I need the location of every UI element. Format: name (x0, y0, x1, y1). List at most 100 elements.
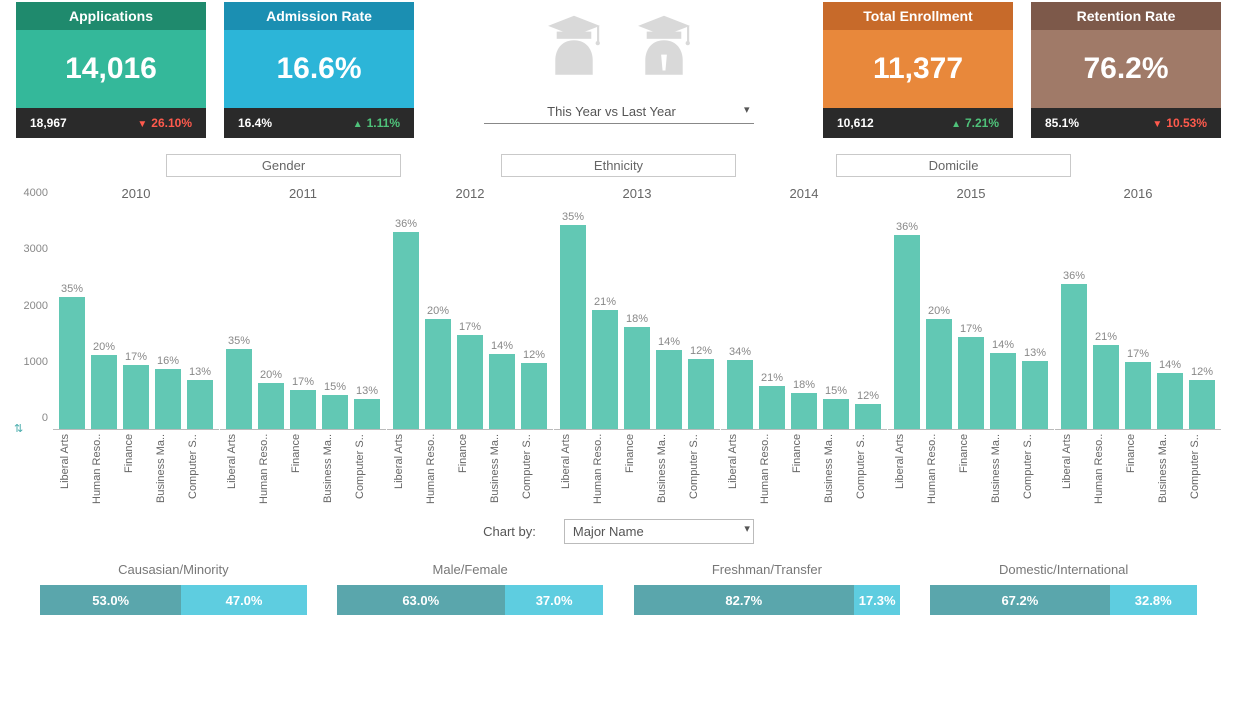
bars-wrap: 34%21%18%15%12% (721, 205, 887, 430)
bar-rect[interactable] (656, 350, 682, 429)
bar-column: 21% (592, 205, 618, 429)
bar-rect[interactable] (958, 337, 984, 429)
split-left[interactable]: 67.2% (930, 585, 1109, 615)
x-label: Computer S.. (521, 434, 547, 510)
bar-rect[interactable] (1022, 361, 1048, 429)
bar-rect[interactable] (322, 395, 348, 429)
kpi-delta: ▼10.53% (1152, 116, 1207, 130)
bar-rect[interactable] (187, 380, 213, 429)
bar-column: 20% (926, 205, 952, 429)
bar-rect[interactable] (1157, 373, 1183, 429)
split-card: Freshman/Transfer82.7%17.3% (634, 562, 901, 615)
bar-rect[interactable] (457, 335, 483, 429)
bar-rect[interactable] (990, 353, 1016, 429)
bar-rect[interactable] (688, 359, 714, 429)
bar-rect[interactable] (425, 319, 451, 429)
bar-rect[interactable] (560, 225, 586, 429)
kpi-prev-value: 16.4% (238, 116, 272, 130)
tab-domicile[interactable]: Domicile (836, 154, 1071, 177)
kpi-footer: 18,967▼26.10% (16, 108, 206, 138)
bar-rect[interactable] (823, 399, 849, 429)
bar-column: 17% (457, 205, 483, 429)
bar-rect[interactable] (91, 355, 117, 429)
tab-gender[interactable]: Gender (166, 154, 401, 177)
graduate-icons (538, 10, 700, 82)
year-comparison-select[interactable]: This Year vs Last Year (484, 100, 754, 124)
x-labels: Liberal ArtsHuman Reso..FinanceBusiness … (554, 430, 720, 510)
bar-rect[interactable] (489, 354, 515, 429)
bar-rect[interactable] (290, 390, 316, 429)
bar-pct-label: 21% (1095, 331, 1117, 343)
bar-rect[interactable] (1061, 284, 1087, 429)
bar-rect[interactable] (155, 369, 181, 429)
bar-rect[interactable] (59, 297, 85, 429)
bar-rect[interactable] (759, 386, 785, 429)
bar-column: 35% (59, 205, 85, 429)
x-labels: Liberal ArtsHuman Reso..FinanceBusiness … (721, 430, 887, 510)
split-left[interactable]: 53.0% (40, 585, 181, 615)
bar-rect[interactable] (226, 349, 252, 429)
graduate-male-icon (628, 10, 700, 82)
chart-panel: 201335%21%18%14%12%Liberal ArtsHuman Res… (553, 183, 720, 513)
bar-column: 13% (187, 205, 213, 429)
x-label: Liberal Arts (560, 434, 586, 510)
bar-rect[interactable] (258, 383, 284, 429)
bar-rect[interactable] (1093, 345, 1119, 429)
x-label: Computer S.. (1189, 434, 1215, 510)
kpi-row: Applications14,01618,967▼26.10% Admissio… (0, 0, 1237, 138)
x-labels: Liberal ArtsHuman Reso..FinanceBusiness … (387, 430, 553, 510)
kpi-value: 14,016 (16, 30, 206, 108)
x-labels: Liberal ArtsHuman Reso..FinanceBusiness … (888, 430, 1054, 510)
split-left[interactable]: 63.0% (337, 585, 505, 615)
bar-rect[interactable] (791, 393, 817, 429)
bar-pct-label: 20% (93, 341, 115, 353)
bar-pct-label: 12% (690, 345, 712, 357)
bar-rect[interactable] (926, 319, 952, 429)
kpi-card: Applications14,01618,967▼26.10% (16, 2, 206, 138)
split-right[interactable]: 17.3% (854, 585, 900, 615)
x-label: Computer S.. (187, 434, 213, 510)
bars-wrap: 36%21%17%14%12% (1055, 205, 1221, 430)
chart-panel: 201536%20%17%14%13%Liberal ArtsHuman Res… (887, 183, 1054, 513)
bar-column: 15% (823, 205, 849, 429)
bar-rect[interactable] (855, 404, 881, 429)
x-label: Business Ma.. (656, 434, 682, 510)
bar-rect[interactable] (393, 232, 419, 429)
bar-rect[interactable] (1125, 362, 1151, 430)
split-right[interactable]: 37.0% (505, 585, 604, 615)
kpi-delta: ▲1.11% (353, 116, 400, 130)
tab-ethnicity[interactable]: Ethnicity (501, 154, 736, 177)
panel-year: 2016 (1124, 183, 1153, 205)
x-label: Liberal Arts (727, 434, 753, 510)
chart-by-select[interactable]: Major Name (564, 519, 754, 544)
bar-rect[interactable] (123, 365, 149, 429)
panel-year: 2013 (623, 183, 652, 205)
sort-icon[interactable]: ⇅ (14, 422, 23, 435)
bar-column: 20% (425, 205, 451, 429)
bar-rect[interactable] (521, 363, 547, 429)
split-right[interactable]: 32.8% (1110, 585, 1197, 615)
bar-rect[interactable] (1189, 380, 1215, 429)
bar-rect[interactable] (894, 235, 920, 429)
bar-rect[interactable] (592, 310, 618, 429)
x-label: Computer S.. (354, 434, 380, 510)
x-label: Business Ma.. (990, 434, 1016, 510)
bar-rect[interactable] (354, 399, 380, 429)
x-label: Human Reso.. (425, 434, 451, 510)
split-left[interactable]: 82.7% (634, 585, 855, 615)
bar-rect[interactable] (727, 360, 753, 429)
bar-column: 12% (1189, 205, 1215, 429)
bar-column: 16% (155, 205, 181, 429)
y-tick: 0 (42, 412, 48, 424)
bar-column: 14% (990, 205, 1016, 429)
kpi-card: Admission Rate16.6%16.4%▲1.11% (224, 2, 414, 138)
x-label: Finance (290, 434, 316, 510)
bar-rect[interactable] (624, 327, 650, 429)
bar-column: 17% (290, 205, 316, 429)
bar-pct-label: 15% (825, 385, 847, 397)
bar-pct-label: 21% (594, 296, 616, 308)
x-label: Finance (958, 434, 984, 510)
chart-by-row: Chart by: Major Name (0, 519, 1237, 544)
split-card: Causasian/Minority53.0%47.0% (40, 562, 307, 615)
split-right[interactable]: 47.0% (181, 585, 306, 615)
